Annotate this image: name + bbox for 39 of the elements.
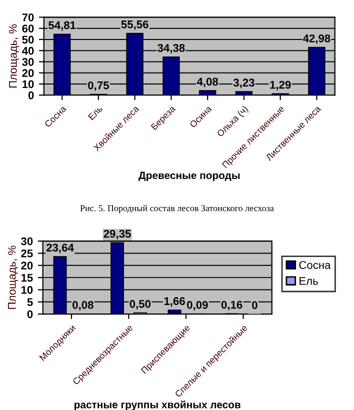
y-tick-label: 20 [21,262,33,270]
y-tick-label: 15 [21,274,33,282]
y-tick-label: 70 [22,13,34,22]
y-tick-label: 30 [22,58,34,66]
data-label: 3,23 [233,78,254,88]
y-tick-label: 0 [28,91,34,100]
y-tick-label: 20 [22,69,34,77]
y-axis-title: Площадь, % [9,24,19,88]
data-label: 42,98 [302,34,330,44]
y-tick-label: 60 [22,24,34,32]
data-label: 0,16 [221,300,242,310]
x-axis-title: Древесные породы [138,172,240,182]
y-tick-label: 0 [27,310,33,318]
y-tick-label: 10 [22,80,34,88]
legend-label: Ель [300,277,318,285]
data-label: 0,09 [187,301,208,310]
data-label: 0,08 [72,301,94,311]
x-tick-label: Ель [88,105,103,120]
data-label: 0 [252,301,258,310]
legend-label: Сосна [299,261,331,269]
data-label: 1,29 [270,80,291,90]
y-axis-title: Площадь, % [8,246,18,309]
x-axis-title: растные группы хвойных лесов [74,400,240,410]
text: Рис. 5. Породный состав лесов Затонского лесхоза [80,204,274,214]
data-label: 29,35 [104,230,131,240]
data-label: 34,38 [158,44,185,54]
data-label: 23,64 [46,244,74,254]
y-tick-label: 40 [22,46,34,55]
data-label: 1,66 [164,297,185,307]
y-tick-label: 25 [21,250,33,258]
y-tick-label: 5 [27,298,33,306]
data-label: 54,81 [48,21,76,31]
data-label: 0,75 [88,81,109,91]
y-tick-label: 10 [21,286,33,294]
data-label: 55,56 [121,20,148,30]
data-label: 0,50 [130,300,151,310]
y-tick-label: 30 [21,237,33,246]
y-tick-label: 50 [22,36,34,44]
data-label: 4,08 [196,78,218,88]
